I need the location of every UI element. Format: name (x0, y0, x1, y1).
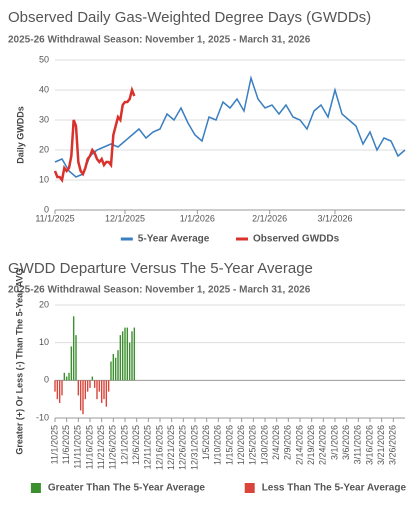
y-tick-label: 40 (39, 84, 49, 94)
x-tick-label: 3/26/2026 (388, 425, 398, 465)
bar (54, 380, 56, 392)
x-tick-label: 1/20/2026 (236, 425, 246, 465)
bar (100, 380, 103, 403)
x-tick-label: 2/19/2026 (306, 425, 316, 465)
x-tick-label: 1/5/2026 (201, 425, 211, 460)
legend-swatch (30, 483, 41, 493)
bar (128, 342, 131, 381)
x-tick-label: 11/6/2025 (61, 425, 71, 464)
bar (93, 380, 96, 388)
data-line (53, 85, 136, 183)
y-tick-label: 20 (39, 299, 49, 309)
bar (72, 316, 75, 381)
x-tick-label: 2/1/2026 (252, 213, 287, 223)
x-tick-label: 2/9/2026 (283, 425, 293, 460)
bar (84, 380, 87, 400)
y-tick-label: 10 (39, 174, 49, 184)
x-tick-label: 1/1/2026 (180, 213, 215, 223)
x-tick-label: 1/30/2026 (259, 425, 269, 465)
x-tick-label: 2/4/2026 (271, 425, 281, 460)
x-tick-label: 2/14/2026 (294, 425, 304, 465)
legend-label: Greater Than The 5-Year Average (48, 483, 206, 494)
y-tick-label: 50 (39, 54, 49, 64)
bar (56, 380, 59, 400)
x-tick-label: 11/16/2025 (84, 425, 94, 469)
bar (82, 380, 84, 415)
x-tick-label: 12/1/2025 (119, 425, 129, 465)
x-tick-label: 2/24/2026 (318, 425, 328, 465)
x-tick-label: 11/1/2025 (35, 213, 74, 223)
bar (86, 380, 89, 392)
bar (98, 380, 101, 392)
legend-label: Observed GWDDs (253, 234, 340, 245)
bar (96, 380, 98, 400)
x-tick-label: 3/21/2026 (376, 425, 386, 465)
y-axis-label: Daily GWDDs (15, 106, 25, 164)
chart-subtitle: 2025-26 Withdrawal Season: November 1, 2… (8, 35, 311, 46)
bar (77, 380, 80, 396)
y-tick-label: 30 (39, 114, 49, 124)
legend-swatch (244, 483, 255, 493)
bar (75, 335, 77, 381)
bar (112, 353, 115, 381)
x-tick-label: 3/1/2026 (317, 213, 352, 223)
x-tick-label: 12/31/2025 (189, 425, 199, 470)
bar (107, 380, 110, 392)
x-tick-label: 1/25/2026 (248, 425, 258, 465)
x-tick-label: 11/21/2025 (96, 425, 106, 469)
bar (121, 331, 124, 381)
x-tick-label: 1/10/2026 (213, 425, 223, 465)
bar (110, 361, 112, 381)
bar (126, 327, 129, 381)
bar (131, 331, 133, 381)
y-tick-label: 10 (39, 337, 49, 347)
x-tick-label: 12/21/2025 (166, 425, 176, 470)
bar (79, 380, 82, 411)
bar (103, 380, 105, 400)
x-tick-label: 12/26/2025 (178, 425, 188, 470)
bar (117, 350, 119, 381)
legend-label: Less Than The 5-Year Average (262, 483, 407, 494)
x-tick-label: 12/16/2025 (154, 425, 164, 470)
x-tick-label: 1/15/2026 (224, 425, 234, 465)
bar (91, 376, 94, 381)
bar (65, 376, 68, 381)
x-tick-label: 12/1/2025 (105, 213, 145, 223)
x-tick-label: 11/26/2025 (108, 425, 118, 469)
y-tick-label: 20 (39, 144, 49, 154)
y-tick-label: 0 (44, 375, 49, 385)
bar (105, 380, 108, 407)
bar (119, 335, 122, 381)
x-tick-label: 12/11/2025 (143, 425, 153, 469)
x-tick-label: 3/1/2026 (329, 425, 339, 460)
bar (114, 357, 117, 381)
y-tick-label: -10 (36, 412, 49, 422)
y-axis-label: Greater (+) Or Less (-) Than The 5-Year … (14, 268, 24, 454)
bar (58, 380, 61, 403)
chart-title: Observed Daily Gas-Weighted Degree Days … (8, 9, 371, 26)
bar (63, 372, 66, 381)
bar (124, 327, 126, 381)
x-tick-label: 12/6/2025 (131, 425, 141, 465)
bar (133, 327, 136, 381)
chart-subtitle: 2025-26 Withdrawal Season: November 1, 2… (8, 285, 311, 296)
bar (61, 380, 63, 396)
chart-title: GWDD Departure Versus The 5-Year Average (8, 260, 313, 277)
x-tick-label: 11/11/2025 (73, 425, 83, 469)
x-tick-label: 11/1/2025 (49, 425, 59, 464)
x-tick-label: 3/6/2026 (341, 425, 351, 460)
y-tick-label: 0 (44, 204, 49, 214)
bar (70, 346, 73, 381)
x-tick-label: 3/11/2026 (353, 425, 363, 464)
x-tick-label: 3/16/2026 (364, 425, 374, 465)
legend-label: 5-Year Average (138, 234, 210, 245)
bar (68, 372, 70, 381)
bar (89, 380, 91, 388)
